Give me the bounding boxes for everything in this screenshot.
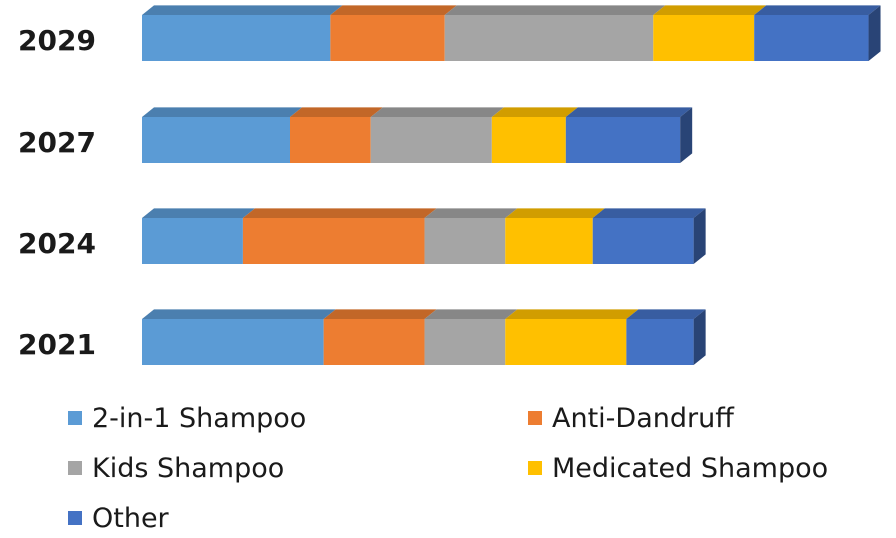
bar-segment-2027-kids-shampoo: [370, 117, 492, 163]
bar-top-2024-kids-shampoo: [424, 208, 518, 218]
year-label-2021: 2021: [18, 328, 96, 361]
bar-top-2027-medicated-shampoo: [491, 107, 578, 117]
bar-segment-2024-2-in-1-shampoo: [142, 218, 243, 264]
bar-segment-2024-anti-dandruff: [242, 218, 425, 264]
stacked-bar-chart: 2029 2027 2024 2021: [18, 5, 881, 365]
bar-top-2024-medicated-shampoo: [505, 208, 605, 218]
legend-swatch-other: [68, 511, 82, 525]
bar-top-2029-2-in-1-shampoo: [142, 5, 343, 16]
legend-label-2-in-1-shampoo: 2-in-1 Shampoo: [92, 402, 307, 434]
legend-label-anti-dandruff: Anti-Dandruff: [552, 402, 734, 434]
bar-segment-2021-medicated-shampoo: [505, 319, 627, 365]
legend-swatch-kids-shampoo: [68, 461, 82, 475]
year-label-2029: 2029: [18, 24, 96, 57]
bar-top-2021-kids-shampoo: [424, 309, 518, 319]
bar-segment-2021-anti-dandruff: [323, 319, 425, 365]
bar-side-2027: [680, 107, 693, 163]
bar-segment-2021-2-in-1-shampoo: [142, 319, 324, 365]
bar-segment-2024-medicated-shampoo: [505, 218, 593, 264]
legend-label-other: Other: [92, 502, 169, 534]
bar-segment-2024-kids-shampoo: [424, 218, 506, 264]
bar-segment-2027-medicated-shampoo: [491, 117, 566, 163]
legend-swatch-anti-dandruff: [528, 411, 542, 425]
bar-segment-2029-2-in-1-shampoo: [142, 15, 331, 61]
legend-swatch-medicated-shampoo: [528, 461, 542, 475]
legend-item-2-in-1-shampoo: 2-in-1 Shampoo: [68, 398, 306, 438]
bar-segment-2029-other: [754, 15, 869, 61]
chart-legend: 2-in-1 Shampoo Anti-Dandruff Kids Shampoo M…: [0, 390, 896, 534]
bar-segment-2021-kids-shampoo: [424, 319, 506, 365]
bar-side-2021: [693, 309, 706, 365]
bar-segment-2029-anti-dandruff: [330, 15, 445, 61]
bar-side-2024: [693, 208, 706, 264]
legend-item-anti-dandruff: Anti-Dandruff: [528, 398, 734, 438]
bar-top-2027-other: [565, 107, 693, 117]
bar-top-2024-anti-dandruff: [242, 208, 437, 218]
bar-segment-2029-medicated-shampoo: [653, 15, 755, 61]
legend-item-kids-shampoo: Kids Shampoo: [68, 448, 284, 488]
bar-top-2029-kids-shampoo: [444, 5, 666, 16]
legend-label-kids-shampoo: Kids Shampoo: [92, 452, 285, 484]
bar-top-2027-anti-dandruff: [290, 107, 383, 117]
bar-segment-2027-2-in-1-shampoo: [142, 117, 290, 163]
bar-top-2027-2-in-1-shampoo: [142, 107, 302, 117]
legend-item-medicated-shampoo: Medicated Shampoo: [528, 448, 828, 488]
bar-side-2029: [868, 5, 881, 61]
bar-top-2029-medicated-shampoo: [653, 5, 767, 16]
year-label-2024: 2024: [18, 227, 96, 260]
bar-segment-2024-other: [592, 218, 694, 264]
bar-top-2029-anti-dandruff: [330, 5, 457, 16]
bar-top-2029-other: [754, 5, 881, 16]
bar-segment-2027-other: [565, 117, 681, 163]
legend-label-medicated-shampoo: Medicated Shampoo: [552, 452, 829, 484]
bar-top-2021-anti-dandruff: [323, 309, 437, 319]
bar-top-2021-medicated-shampoo: [505, 309, 639, 319]
bar-top-2024-2-in-1-shampoo: [142, 208, 255, 218]
year-label-2027: 2027: [18, 126, 96, 159]
legend-swatch-2-in-1-shampoo: [68, 411, 82, 425]
bar-top-2027-kids-shampoo: [370, 107, 504, 117]
bar-segment-2021-other: [626, 319, 694, 365]
legend-item-other: Other: [68, 498, 169, 538]
bar-top-2021-other: [626, 309, 706, 319]
bar-top-2024-other: [592, 208, 706, 218]
bar-segment-2027-anti-dandruff: [290, 117, 371, 163]
bar-top-2021-2-in-1-shampoo: [142, 309, 336, 319]
bar-segment-2029-kids-shampoo: [444, 15, 654, 61]
